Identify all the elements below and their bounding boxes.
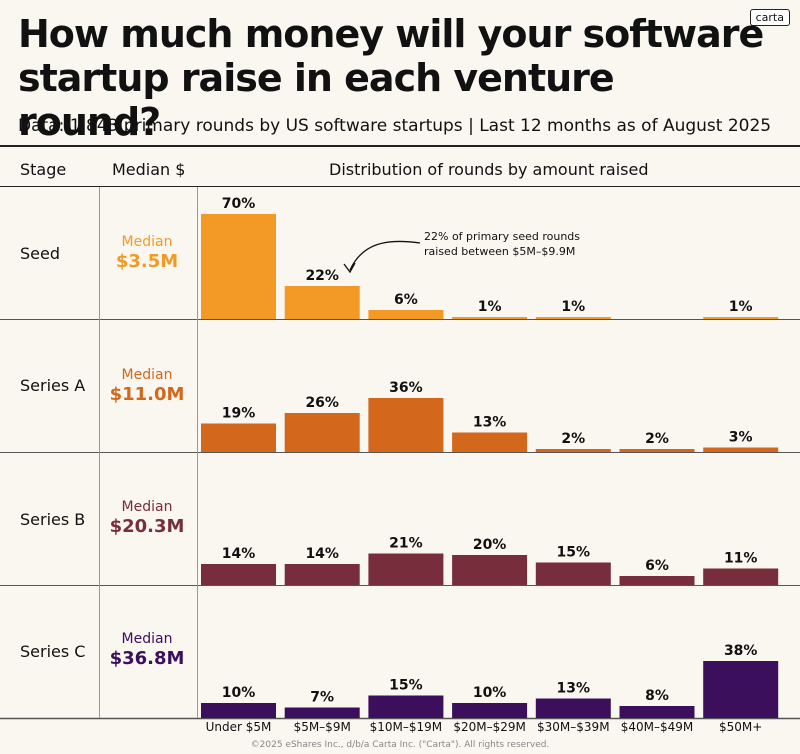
- bar-label: 13%: [473, 415, 507, 431]
- bar-series-c-1: [284, 707, 360, 718]
- bar-label: 10%: [222, 685, 256, 701]
- median-series-c: Median $36.8M: [100, 630, 194, 670]
- bar-label: 21%: [389, 536, 423, 552]
- seed-annotation: 22% of primary seed rounds raised betwee…: [424, 229, 624, 259]
- header-rule: [0, 186, 800, 187]
- median-label: Median: [121, 499, 173, 515]
- bar-series-b-1: [284, 564, 360, 585]
- bar-label: 15%: [389, 678, 423, 694]
- bar-series-a-3: [452, 432, 528, 452]
- page-title: How much money will your software startu…: [18, 12, 764, 144]
- bar-label: 22%: [305, 268, 339, 284]
- bar-seed-0: [201, 214, 276, 319]
- median-seed: Median $3.5M: [100, 233, 194, 273]
- bar-label: 26%: [305, 395, 339, 411]
- bar-label: 3%: [729, 430, 753, 446]
- bar-series-b-6: [703, 568, 779, 585]
- bar-label: 36%: [389, 380, 423, 396]
- subtitle: Data: 1,843 primary rounds by US softwar…: [18, 116, 772, 136]
- stage-label-seed: Seed: [20, 244, 60, 263]
- bar-series-a-0: [201, 423, 276, 452]
- bar-label: 13%: [557, 681, 591, 697]
- bar-label: 1%: [561, 299, 585, 315]
- median-label: Median: [121, 234, 173, 250]
- bar-label: 20%: [473, 537, 507, 553]
- bar-label: 11%: [724, 551, 758, 567]
- bar-label: 2%: [561, 431, 585, 447]
- chart-grid: [0, 187, 800, 720]
- median-label: Median: [121, 631, 173, 647]
- bar-series-a-2: [368, 398, 444, 452]
- bar-series-a-5: [619, 449, 695, 452]
- bar-label: 70%: [222, 196, 256, 212]
- bar-seed-1: [284, 286, 360, 319]
- bar-series-b-5: [619, 576, 695, 585]
- x-tick-label: $20M–$29M: [453, 720, 526, 734]
- header-median: Median $: [112, 160, 186, 179]
- stage-label-series-b: Series B: [20, 510, 86, 529]
- x-tick-label: $50M+: [719, 720, 763, 734]
- annotation-line-1: 22% of primary seed rounds: [424, 230, 581, 243]
- bar-series-b-4: [535, 562, 611, 585]
- bar-label: 2%: [645, 431, 669, 447]
- x-tick-label: $40M–$49M: [620, 720, 694, 734]
- bar-seed-2: [368, 310, 444, 319]
- bar-label: 14%: [305, 546, 339, 562]
- bar-label: 6%: [645, 558, 669, 574]
- bar-series-c-5: [619, 706, 695, 718]
- annotation-line-2: raised between $5M–$9.9M: [424, 245, 576, 258]
- carta-logo: carta: [749, 9, 790, 26]
- bar-label: 1%: [478, 299, 502, 315]
- bar-seed-6: [703, 317, 779, 319]
- bar-label: 15%: [557, 545, 591, 561]
- bar-series-c-2: [368, 695, 444, 718]
- x-tick-label: Under $5M: [205, 720, 272, 734]
- bar-series-b-2: [368, 553, 444, 585]
- bar-seed-4: [535, 317, 611, 319]
- bar-series-c-6: [703, 661, 779, 718]
- bar-label: 38%: [724, 643, 758, 659]
- bar-label: 1%: [729, 299, 753, 315]
- annotation-arrow-head: [343, 262, 356, 274]
- annotation-arrow: [343, 240, 421, 274]
- bar-label: 10%: [473, 685, 507, 701]
- bar-label: 14%: [222, 546, 256, 562]
- median-value: $3.5M: [115, 251, 179, 272]
- bar-series-c-4: [535, 698, 611, 718]
- bar-series-c-3: [452, 703, 528, 718]
- bar-label: 7%: [310, 690, 334, 706]
- stage-label-series-c: Series C: [20, 642, 86, 661]
- median-label: Median: [121, 367, 173, 383]
- median-series-a: Median $11.0M: [100, 366, 194, 406]
- header-distribution: Distribution of rounds by amount raised: [329, 160, 649, 179]
- bar-label: 6%: [394, 292, 418, 308]
- chart-bars: 70% 22% 6% 1% 1% 1% 19% 26% 36% 13% 2% 2% 3% 14% 14% 21…: [201, 196, 779, 718]
- bar-series-a-6: [703, 447, 779, 452]
- header-stage: Stage: [20, 160, 67, 179]
- bar-label: 19%: [222, 406, 256, 422]
- median-value: $11.0M: [109, 384, 185, 405]
- bar-label: 8%: [645, 688, 669, 704]
- bar-series-b-0: [201, 564, 276, 585]
- bar-series-b-3: [452, 555, 528, 585]
- x-tick-label: $10M–$19M: [369, 720, 443, 734]
- median-series-b: Median $20.3M: [100, 498, 194, 538]
- x-tick-label: $5M–$9M: [293, 720, 351, 734]
- bar-series-c-0: [201, 703, 276, 718]
- median-value: $36.8M: [109, 648, 185, 669]
- bar-seed-3: [452, 317, 528, 319]
- copyright-footer: ©2025 eShares Inc., d/b/a Carta Inc. ("C…: [250, 740, 550, 750]
- median-value: $20.3M: [109, 516, 185, 537]
- bar-series-a-4: [535, 449, 611, 452]
- annotation-arrow-line: [349, 240, 421, 271]
- stage-label-series-a: Series A: [20, 376, 86, 395]
- bar-series-a-1: [284, 413, 360, 452]
- top-rule: [0, 145, 800, 147]
- x-tick-label: $30M–$39M: [537, 720, 610, 734]
